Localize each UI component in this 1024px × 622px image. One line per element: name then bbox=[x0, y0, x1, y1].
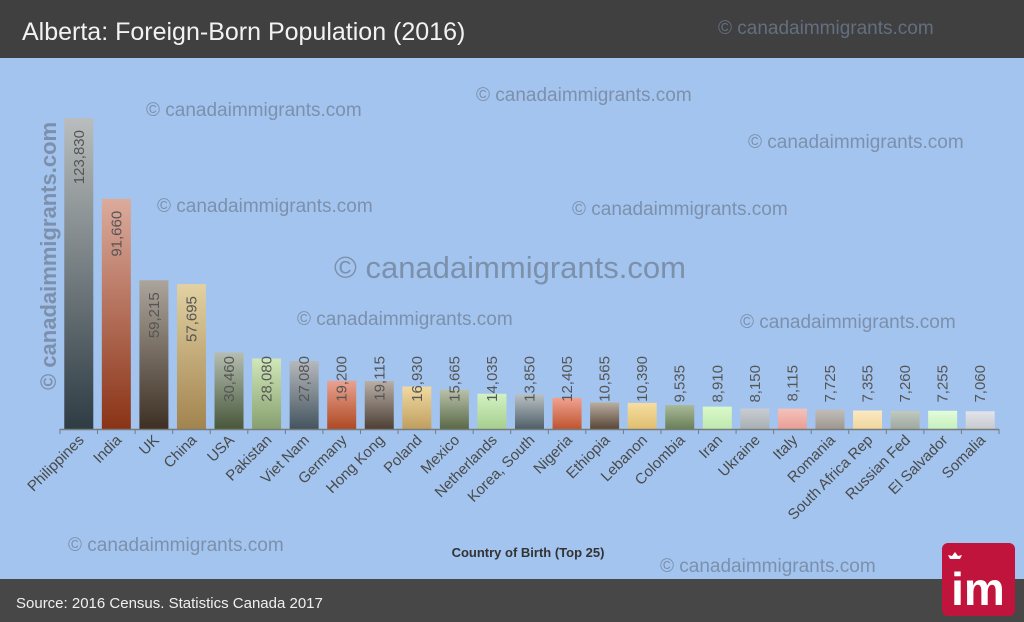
logo: im bbox=[942, 543, 1015, 616]
bar-russian-fed bbox=[890, 410, 920, 429]
bar-colombia bbox=[665, 405, 695, 429]
watermark: © canadaimmigrants.com bbox=[660, 556, 876, 577]
bars bbox=[64, 118, 995, 429]
watermark: © canadaimmigrants.com bbox=[718, 18, 934, 39]
bar-ukraine bbox=[740, 408, 770, 429]
bar-romania bbox=[815, 409, 845, 429]
data-label: 10,390 bbox=[634, 356, 651, 402]
bar-iran bbox=[702, 406, 732, 429]
data-label: 7,060 bbox=[972, 365, 989, 403]
bar-usa bbox=[214, 352, 244, 429]
bar-philippines bbox=[64, 118, 94, 429]
data-label: 57,695 bbox=[183, 296, 200, 342]
data-label: 19,200 bbox=[334, 356, 351, 402]
bar-uk bbox=[139, 280, 169, 429]
bar-pakistan bbox=[252, 358, 282, 429]
bar-india bbox=[101, 198, 131, 429]
data-label: 7,255 bbox=[935, 365, 952, 403]
bar-netherlands bbox=[477, 393, 507, 429]
data-label: 16,930 bbox=[409, 356, 426, 402]
data-label: 7,355 bbox=[860, 365, 877, 403]
bar-china bbox=[176, 284, 206, 429]
header-bar bbox=[0, 0, 1024, 58]
bar-somalia bbox=[965, 411, 995, 429]
bar-lebanon bbox=[627, 402, 657, 429]
data-label: 59,215 bbox=[146, 292, 163, 338]
bar-hong-kong bbox=[364, 380, 394, 429]
watermark: © canadaimmigrants.com bbox=[740, 312, 956, 333]
watermark: © canadaimmigrants.com bbox=[297, 309, 513, 330]
data-label: 14,035 bbox=[484, 356, 501, 402]
bar-ethiopia bbox=[590, 402, 620, 429]
watermark: © canadaimmigrants.com bbox=[334, 250, 686, 285]
watermark: © canadaimmigrants.com bbox=[748, 132, 964, 153]
data-label: 8,115 bbox=[784, 365, 801, 401]
watermark: © canadaimmigrants.com bbox=[146, 100, 362, 121]
bar-korea-south bbox=[515, 394, 544, 429]
chart-title: Alberta: Foreign-Born Population (2016) bbox=[22, 18, 465, 46]
data-label: 12,405 bbox=[559, 356, 576, 402]
bar-south-africa-rep bbox=[853, 410, 883, 429]
logo-text: im bbox=[951, 563, 1005, 615]
bar-el-salvador bbox=[928, 410, 958, 429]
watermark: © canadaimmigrants.com bbox=[572, 199, 788, 220]
watermark: © canadaimmigrants.com bbox=[157, 196, 373, 217]
data-labels: 123,830 91,660 59,215 57,695 30,460 28,080 27,… bbox=[71, 130, 989, 403]
watermark: © canadaimmigrants.com bbox=[36, 122, 61, 390]
data-label: 7,260 bbox=[897, 365, 914, 403]
watermark: © canadaimmigrants.com bbox=[68, 535, 284, 556]
x-axis-title: Country of Birth (Top 25) bbox=[452, 545, 605, 560]
footer-bar bbox=[0, 579, 1024, 622]
data-label: 28,080 bbox=[259, 356, 276, 402]
data-label: 30,460 bbox=[221, 356, 238, 402]
bar-viet-nam bbox=[289, 360, 319, 429]
data-label: 13,850 bbox=[522, 356, 539, 402]
data-label: 27,080 bbox=[296, 356, 313, 402]
watermark: © canadaimmigrants.com bbox=[476, 85, 692, 106]
data-label: 8,910 bbox=[709, 365, 726, 403]
data-label: 9,535 bbox=[672, 365, 689, 403]
source-text: Source: 2016 Census. Statistics Canada 2… bbox=[16, 595, 323, 612]
bar-nigeria bbox=[552, 397, 582, 429]
maple-leaf-icon bbox=[948, 552, 962, 559]
watermarks: © canadaimmigrants.com © canadaimmigrant… bbox=[36, 85, 964, 577]
data-label: 7,725 bbox=[822, 365, 839, 403]
data-label: 91,660 bbox=[108, 211, 125, 257]
data-label: 123,830 bbox=[71, 130, 88, 184]
plot-background bbox=[0, 58, 1024, 580]
bar-italy bbox=[777, 408, 807, 429]
bar-mexico bbox=[439, 389, 469, 429]
data-label: 15,665 bbox=[446, 356, 463, 402]
data-label: 8,150 bbox=[747, 365, 764, 403]
bar-germany bbox=[327, 380, 357, 429]
bar-poland bbox=[402, 386, 432, 429]
data-label: 19,115 bbox=[371, 356, 388, 401]
data-label: 10,565 bbox=[597, 356, 614, 402]
